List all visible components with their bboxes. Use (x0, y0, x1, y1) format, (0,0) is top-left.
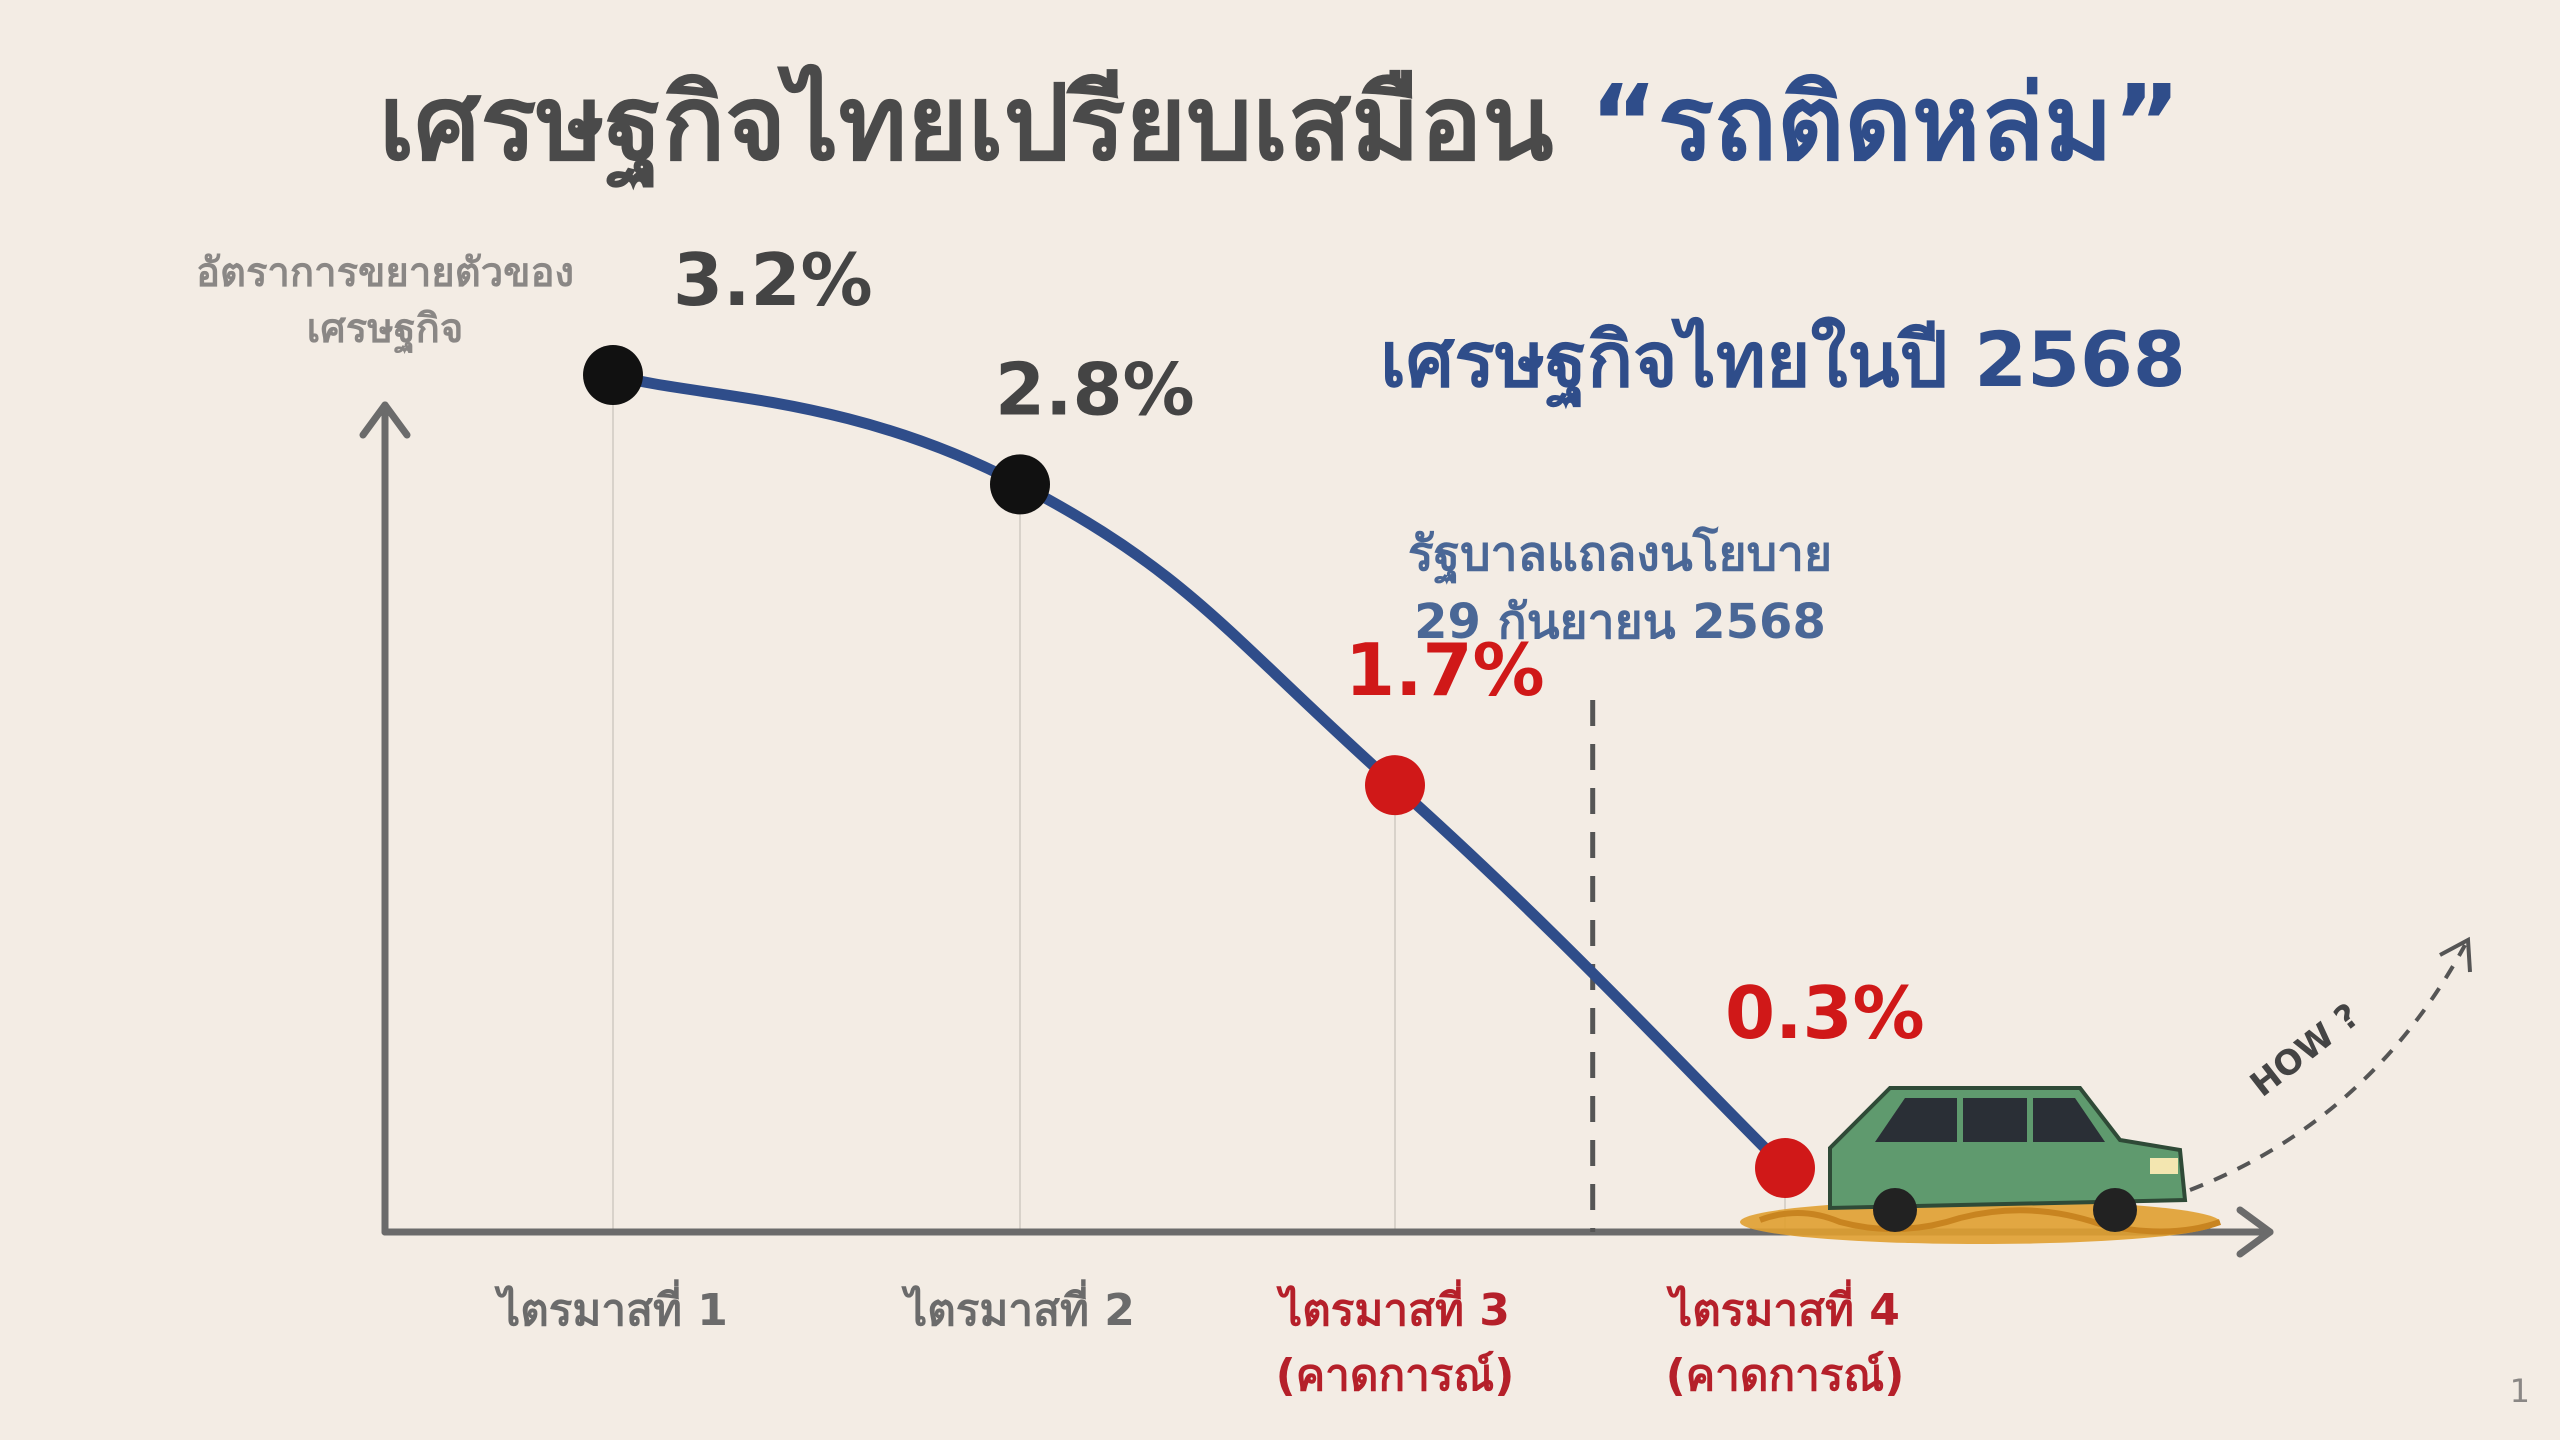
policy-note-line1: รัฐบาลแถลงนโยบาย (1407, 526, 1833, 582)
chart-title: เศรษฐกิจไทยเปรียบเสมือน “รถติดหล่ม” (0, 40, 2560, 205)
data-label: 1.7% (1345, 628, 1545, 712)
x-tick-labels: ไตรมาสที่ 1 ไตรมาสที่ 2 ไตรมาสที่ 3 (คาดการ… (494, 1279, 1904, 1401)
data-points (583, 345, 1815, 1198)
x-tick-label: ไตรมาสที่ 1 (494, 1279, 728, 1336)
policy-note-line2: 29 กันยายน 2568 (1414, 594, 1826, 650)
mud-ripple (1758, 1207, 2222, 1235)
car-windows (1875, 1098, 2105, 1142)
x-axis-arrowhead (2236, 1206, 2274, 1258)
data-point (583, 345, 643, 405)
car-headlight (2150, 1158, 2178, 1174)
x-tick-note: (คาดการณ์) (1666, 1350, 1905, 1401)
page-number: 1 (2509, 1372, 2530, 1410)
car-wheel (1873, 1188, 1917, 1232)
growth-curve (607, 369, 1791, 1174)
dashed-arrow-path (2189, 944, 2467, 1192)
y-axis-arrowhead (359, 401, 411, 439)
dashed-arrow-head (2439, 936, 2472, 973)
title-main: เศรษฐกิจไทยเปรียบเสมือน (378, 62, 1554, 184)
data-point (1365, 755, 1425, 816)
data-label: 3.2% (673, 238, 873, 322)
growth-curve-path (607, 369, 1791, 1174)
dashed-arrow-up-icon: HOW ? (2189, 936, 2472, 1192)
x-tick-label: ไตรมาสที่ 4 (1666, 1279, 1900, 1336)
how-label: HOW ? (2243, 996, 2367, 1105)
x-tick-label: ไตรมาสที่ 2 (901, 1279, 1135, 1336)
title-accent: “รถติดหล่ม” (1589, 62, 2182, 184)
chart-subtitle: เศรษฐกิจไทยในปี 2568 (1380, 315, 2186, 404)
data-label: 0.3% (1725, 971, 1925, 1055)
data-point (1755, 1138, 1815, 1198)
policy-announcement-note: รัฐบาลแถลงนโยบาย 29 กันยายน 2568 (1290, 520, 1950, 656)
vertical-guides (612, 375, 1786, 1232)
x-tick-label: ไตรมาสที่ 3 (1276, 1279, 1510, 1336)
car-wheel (2093, 1188, 2137, 1232)
y-axis-label: อัตราการขยายตัวของเศรษฐกิจ (195, 250, 575, 352)
data-labels: 3.2% 2.8% 1.7% 0.3% (673, 238, 1925, 1055)
data-point (990, 454, 1050, 515)
data-label: 2.8% (995, 347, 1195, 431)
x-tick-note: (คาดการณ์) (1276, 1350, 1515, 1401)
car-stuck-in-mud-icon (1740, 1086, 2222, 1244)
